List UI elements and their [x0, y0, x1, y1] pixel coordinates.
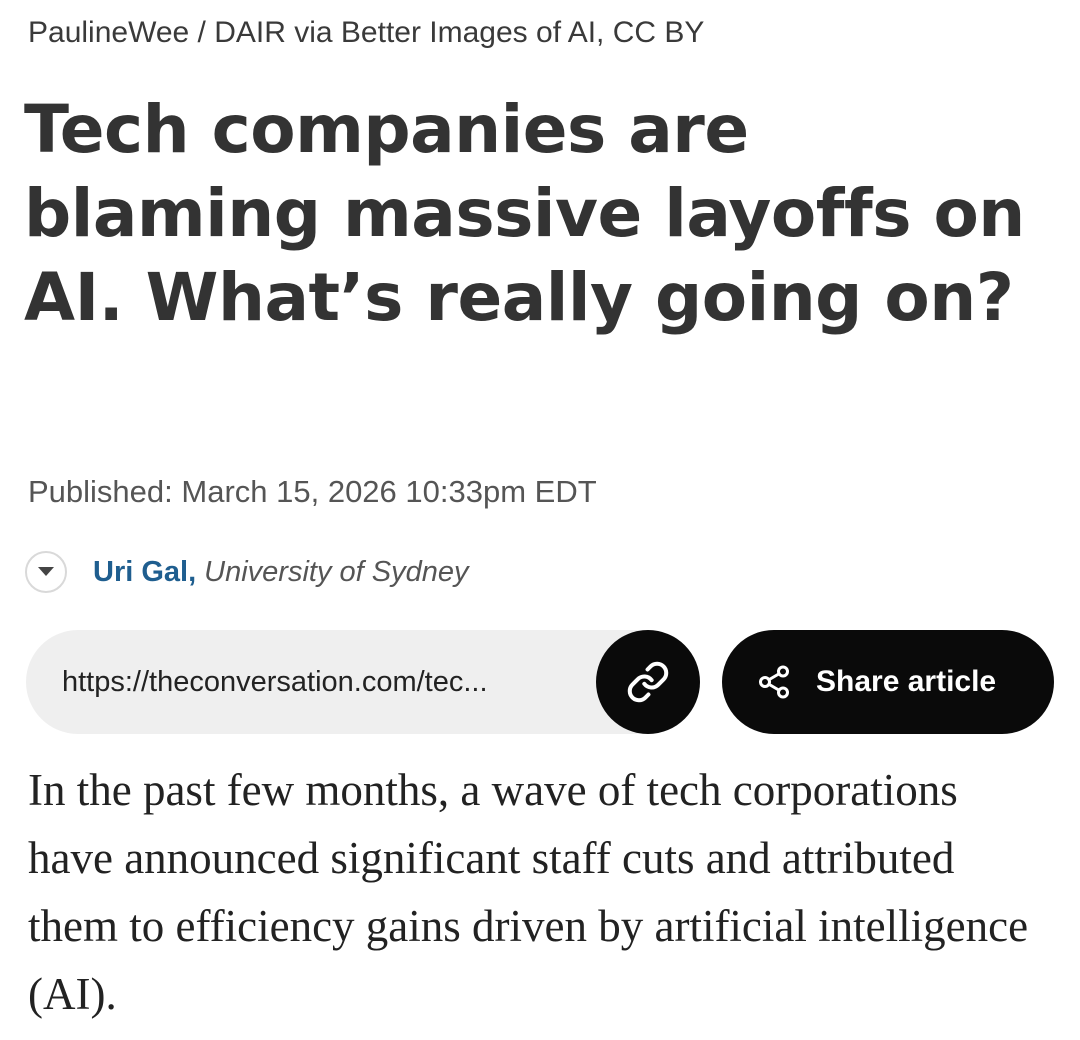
author-name-link[interactable]: Uri Gal, — [93, 555, 197, 588]
share-icon — [759, 665, 789, 699]
author-affiliation: University of Sydney — [204, 555, 469, 588]
link-icon — [627, 661, 669, 703]
share-article-button[interactable]: Share article — [722, 630, 1054, 734]
article-title: Tech companies are blaming massive layof… — [24, 91, 1025, 336]
published-date: Published: March 15, 2026 10:33pm EDT — [28, 474, 597, 509]
chevron-down-icon[interactable] — [25, 551, 67, 593]
author-row: Uri Gal, University of Sydney — [25, 549, 468, 595]
article-url-field[interactable]: https://theconversation.com/tec... — [26, 630, 698, 734]
copy-link-button[interactable] — [596, 630, 700, 734]
article-body-paragraph: In the past few months, a wave of tech c… — [28, 765, 1029, 1019]
article-url-text: https://theconversation.com/tec... — [62, 666, 488, 698]
share-article-label: Share article — [816, 665, 997, 698]
image-credit: PaulineWee / DAIR via Better Images of A… — [28, 16, 705, 49]
